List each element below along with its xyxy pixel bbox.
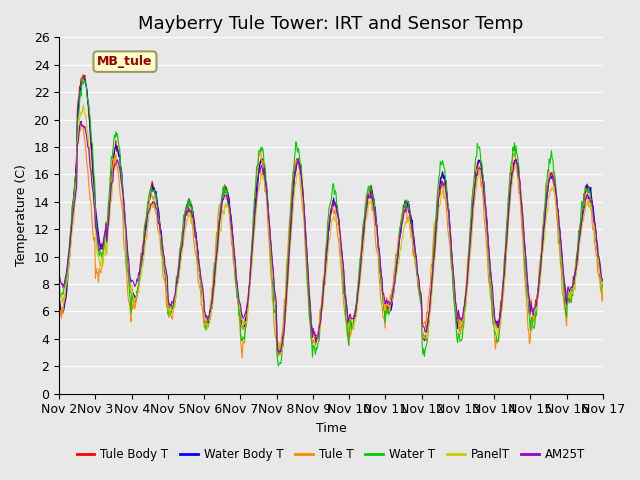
Tule Body T (55, 295, 63, 300)
Water Body T (122, 226, 129, 232)
Water T (122, 235, 129, 240)
PanelT (65, 261, 73, 266)
Tule Body T (122, 229, 129, 235)
Line: Tule Body T: Tule Body T (59, 75, 603, 354)
Tule T (206, 315, 214, 321)
Line: AM25T: AM25T (59, 121, 603, 352)
AM25T (65, 249, 73, 254)
Text: MB_tule: MB_tule (97, 55, 153, 68)
AM25T (415, 274, 422, 279)
Tule T (238, 355, 246, 361)
Tule T (55, 303, 63, 309)
Water Body T (55, 292, 63, 298)
Y-axis label: Temperature (C): Temperature (C) (15, 165, 28, 266)
PanelT (122, 228, 129, 234)
Water Body T (415, 274, 422, 279)
Tule Body T (65, 253, 73, 259)
AM25T (77, 119, 85, 124)
Tule Body T (415, 286, 422, 291)
Water Body T (276, 351, 284, 357)
AM25T (275, 349, 283, 355)
AM25T (206, 308, 214, 314)
Water T (206, 311, 214, 316)
Water Body T (399, 218, 406, 224)
Tule T (399, 218, 406, 224)
PanelT (79, 102, 87, 108)
Water Body T (65, 260, 73, 265)
Line: Water T: Water T (59, 77, 603, 366)
Tule T (415, 284, 422, 289)
Water T (399, 211, 406, 216)
AM25T (177, 248, 185, 254)
Tule Body T (79, 72, 87, 78)
AM25T (55, 273, 63, 279)
Tule T (122, 260, 129, 266)
Water T (79, 74, 86, 80)
AM25T (122, 222, 129, 228)
Tule Body T (399, 211, 406, 217)
PanelT (277, 351, 285, 357)
Water Body T (177, 248, 185, 254)
PanelT (415, 279, 422, 285)
Tule Body T (274, 351, 282, 357)
Tule Body T (599, 289, 607, 295)
Legend: Tule Body T, Water Body T, Tule T, Water T, PanelT, AM25T: Tule Body T, Water Body T, Tule T, Water… (72, 444, 590, 466)
Line: Tule T: Tule T (59, 124, 603, 358)
PanelT (55, 279, 63, 285)
AM25T (399, 219, 406, 225)
PanelT (177, 260, 185, 265)
X-axis label: Time: Time (316, 422, 346, 435)
Line: PanelT: PanelT (59, 105, 603, 354)
AM25T (599, 279, 607, 285)
PanelT (599, 289, 607, 295)
Tule T (77, 121, 85, 127)
Water T (415, 281, 422, 287)
Water T (177, 243, 185, 249)
Water T (275, 363, 282, 369)
PanelT (206, 320, 214, 326)
Water T (55, 291, 63, 297)
Water Body T (206, 316, 214, 322)
Water Body T (79, 75, 87, 81)
Line: Water Body T: Water Body T (59, 78, 603, 354)
Water T (599, 289, 607, 295)
Tule T (177, 251, 185, 257)
Water Body T (599, 285, 607, 290)
Tule T (65, 257, 73, 263)
PanelT (399, 235, 406, 241)
Water T (65, 248, 73, 253)
Tule Body T (206, 317, 214, 323)
Title: Mayberry Tule Tower: IRT and Sensor Temp: Mayberry Tule Tower: IRT and Sensor Temp (138, 15, 524, 33)
Tule Body T (177, 244, 185, 250)
Tule T (599, 291, 607, 297)
